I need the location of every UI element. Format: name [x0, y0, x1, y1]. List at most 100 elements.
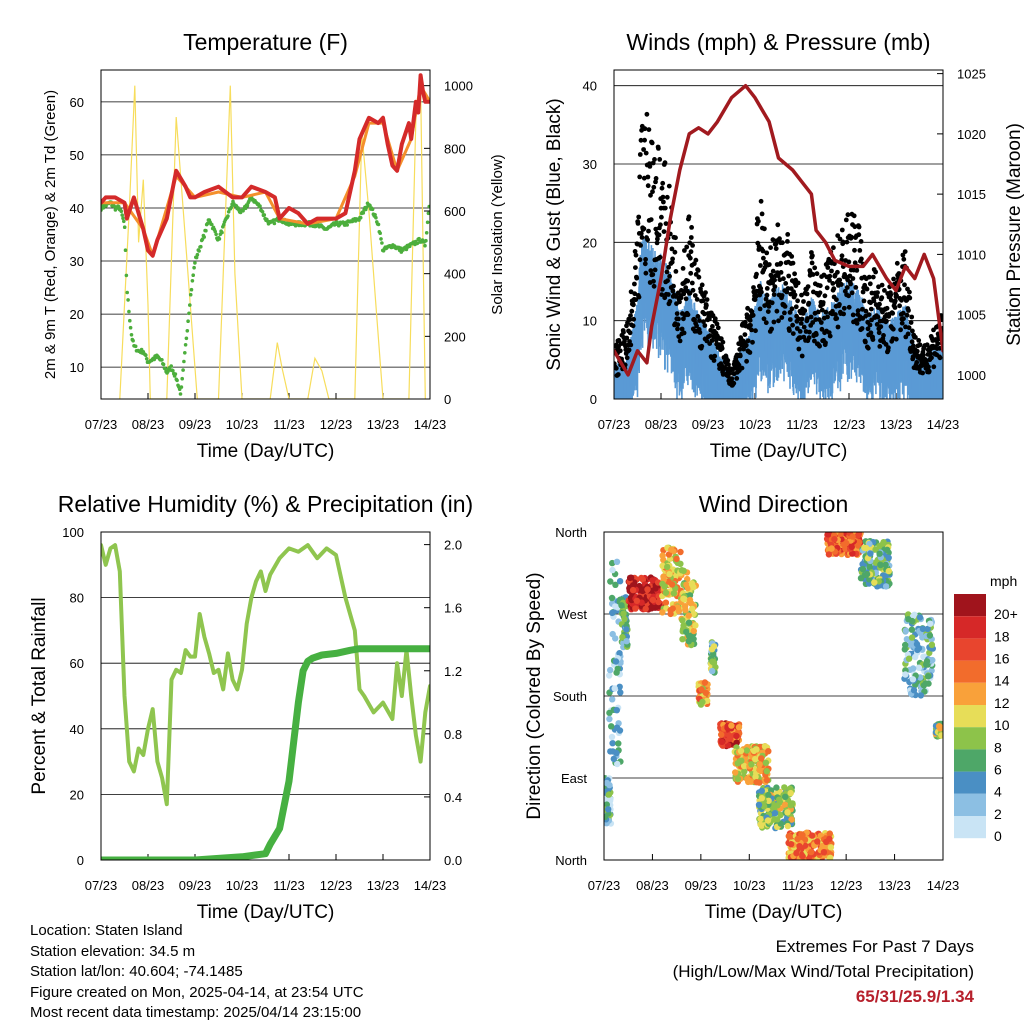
wind-direction-point — [617, 689, 624, 696]
wind-direction-point — [702, 689, 710, 697]
wind-gust-point — [779, 293, 785, 298]
wind_direction-xtick-label: 07/23 — [588, 878, 621, 893]
wind-direction-point — [679, 636, 686, 643]
wind-gust-point — [765, 309, 771, 314]
wind-gust-point — [689, 225, 694, 230]
wind-direction-point — [753, 746, 760, 753]
wind-gust-point — [852, 224, 858, 230]
wind-gust-point — [638, 137, 644, 143]
wind-direction-point — [632, 605, 639, 612]
wind-direction-point — [704, 697, 711, 704]
wind-gust-point — [867, 322, 873, 328]
dewpoint-point — [182, 359, 186, 364]
wind-direction-point — [859, 565, 867, 573]
temperature-title: Temperature (F) — [183, 29, 348, 55]
wind-gust-point — [690, 287, 696, 293]
humidity-xlabel: Time (Day/UTC) — [197, 902, 335, 923]
wind-gust-point — [850, 312, 856, 318]
wind-direction-point — [861, 544, 868, 551]
wind-gust-point — [696, 274, 702, 280]
wind-direction-point — [773, 784, 780, 791]
winds-xtick-label: 14/23 — [927, 417, 960, 432]
wind-direction-point — [616, 683, 623, 690]
wind-direction-point — [690, 610, 697, 618]
winds-xtick-label: 13/23 — [880, 417, 913, 432]
wind-gust-point — [891, 276, 896, 282]
wind-gust-point — [714, 321, 720, 327]
wind-gust-point — [843, 217, 849, 223]
wind-direction-point — [905, 611, 912, 618]
wind-gust-point — [635, 221, 641, 226]
temperature-xtick-label: 10/23 — [226, 417, 259, 432]
wind-gust-point — [906, 308, 911, 313]
wind-gust-point — [856, 224, 862, 230]
wind-direction-point — [613, 749, 620, 757]
wind-direction-point — [726, 735, 734, 742]
wind-gust-point — [894, 293, 899, 299]
wind-gust-point — [778, 260, 784, 266]
humidity-ytick-right-label: 0.0 — [444, 853, 462, 868]
wind-direction-point — [788, 816, 795, 823]
wind-gust-point — [719, 346, 725, 351]
temperature-panel: Temperature (F) Time (Day/UTC) 07/23 08/23 0… — [42, 29, 506, 462]
wind-direction-point — [709, 658, 716, 665]
wind-gust-point — [801, 324, 807, 330]
wind-gust-point — [825, 314, 830, 320]
wind-gust-point — [650, 189, 655, 195]
dewpoint-point — [423, 243, 427, 248]
dewpoint-point — [121, 216, 125, 220]
wind-direction-point — [675, 607, 683, 615]
wind-gust-point — [749, 327, 754, 333]
wind-gust-point — [637, 174, 643, 180]
wind-gust-point — [848, 281, 853, 287]
winds-ylabel-right: Station Pressure (Maroon) — [1004, 123, 1024, 346]
wind-direction-point — [629, 586, 637, 594]
wind-gust-point — [694, 297, 700, 302]
wind-gust-point — [787, 310, 793, 315]
humidity-ylabel: Percent & Total Rainfall — [29, 597, 50, 794]
wind-gust-point — [909, 314, 915, 320]
wind-direction-point — [882, 583, 890, 590]
wind-direction-point — [827, 854, 834, 860]
dewpoint-point — [374, 215, 378, 220]
wind-gust-point — [806, 300, 812, 306]
winds-title: Winds (mph) & Pressure (mb) — [626, 29, 930, 55]
wind-gust-point — [697, 330, 703, 335]
wind-gust-point — [750, 312, 756, 318]
wind-gust-point — [868, 330, 874, 336]
wind-gust-point — [657, 157, 663, 162]
temperature-xlabel: Time (Day/UTC) — [197, 441, 335, 462]
wind-gust-point — [890, 326, 896, 332]
dewpoint-point — [119, 209, 124, 214]
wind-gust-point — [633, 297, 639, 303]
temperature-ytick-right-label: 400 — [444, 267, 466, 282]
wind-direction-point — [765, 791, 772, 799]
dewpoint-point — [214, 232, 218, 237]
wind-gust-point — [782, 304, 788, 309]
wind-gust-point — [863, 308, 869, 314]
wind-gust-point — [893, 336, 899, 342]
temperature-xtick-label: 12/23 — [320, 417, 353, 432]
wind-direction-point — [689, 605, 696, 613]
wind-gust-point — [935, 341, 941, 347]
wind-direction-point — [752, 756, 759, 763]
wind-direction-point — [771, 816, 778, 823]
wind-direction-point — [718, 731, 725, 738]
wind-gust-point — [882, 288, 887, 293]
dewpoint-point — [202, 235, 206, 239]
dewpoint-point — [220, 230, 224, 235]
wind-gust-point — [775, 273, 781, 279]
wind-direction-point — [758, 755, 765, 762]
wind-direction-point — [616, 727, 624, 734]
dewpoint-point — [127, 309, 131, 314]
wind-gust-point — [874, 322, 880, 327]
winds-xtick-label: 08/23 — [645, 417, 678, 432]
plot-area — [101, 543, 430, 860]
wind-direction-point — [774, 802, 781, 809]
wind-direction-point — [762, 759, 770, 766]
dewpoint-point — [425, 220, 430, 225]
wind-gust-point — [633, 252, 639, 258]
wind-gust-point — [858, 239, 864, 244]
dewpoint-point — [193, 261, 197, 265]
wind-gust-point — [874, 294, 880, 299]
